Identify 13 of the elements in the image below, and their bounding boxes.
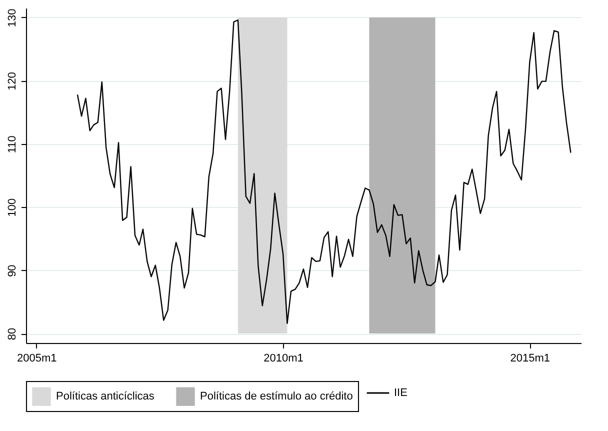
y-tick-label: 120 — [6, 72, 18, 90]
x-tick-label: 2015m1 — [510, 352, 550, 364]
y-tick-label: 110 — [6, 136, 18, 154]
y-tick-label: 130 — [6, 8, 18, 28]
x-tick-label: 2005m1 — [17, 352, 57, 364]
y-tick-label: 90 — [6, 264, 18, 277]
x-tick-label: 2010m1 — [264, 352, 304, 364]
line-series — [76, 19, 572, 324]
legend-label: Políticas de estímulo ao crédito — [200, 390, 353, 403]
legend-label: Políticas anticíclicas — [56, 390, 155, 403]
y-tick-label: 100 — [6, 198, 18, 217]
legend-label: IIE — [394, 387, 408, 399]
y-tick-label: 80 — [6, 328, 18, 340]
